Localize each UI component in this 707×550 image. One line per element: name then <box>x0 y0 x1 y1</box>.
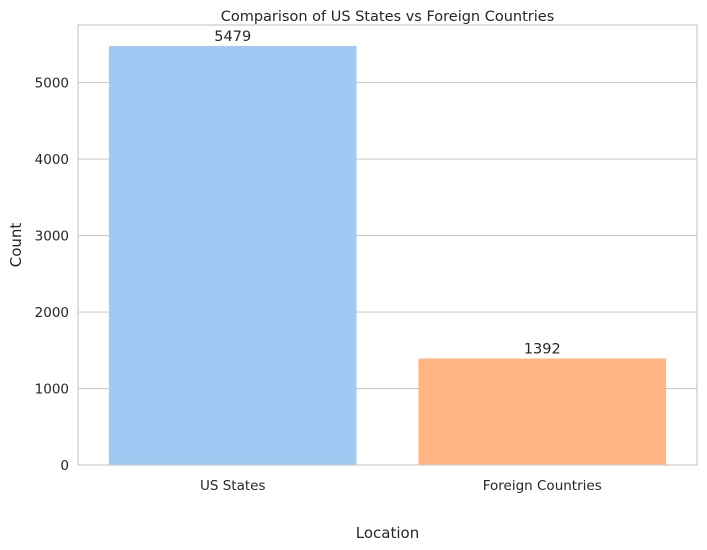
y-tick-label: 2000 <box>35 305 69 321</box>
y-tick-label: 5000 <box>35 76 69 92</box>
bar <box>109 46 357 465</box>
x-tick-label: US States <box>200 478 266 494</box>
y-tick-label: 0 <box>60 458 69 474</box>
chart-title: Comparison of US States vs Foreign Count… <box>221 9 555 25</box>
y-tick-label: 4000 <box>35 152 69 168</box>
x-axis-label: Location <box>356 524 419 542</box>
y-axis-label: Count <box>7 223 25 268</box>
y-tick-label: 1000 <box>35 382 69 398</box>
y-tick-label: 3000 <box>35 229 69 245</box>
x-tick-label: Foreign Countries <box>483 478 602 494</box>
bar-value-label: 5479 <box>214 29 251 45</box>
bar-value-label: 1392 <box>524 342 561 358</box>
bar <box>418 359 666 465</box>
